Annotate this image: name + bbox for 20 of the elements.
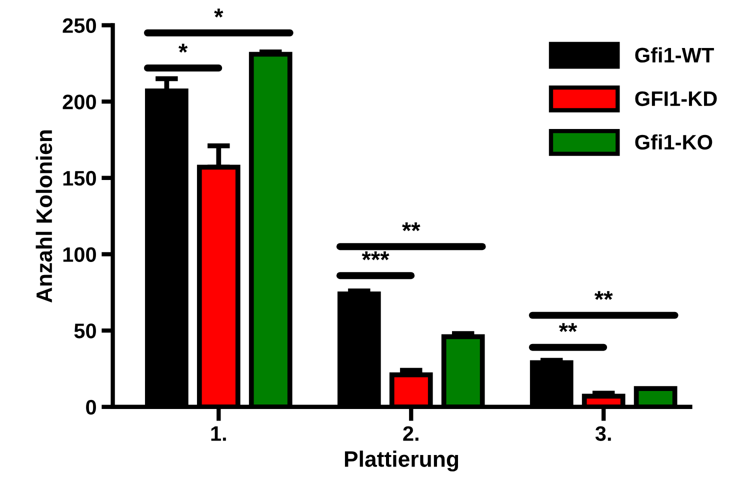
annotation: ** (402, 222, 420, 232)
annotation: *** (362, 251, 390, 260)
y-tick-label: 0 (86, 400, 96, 415)
annotation: ** (558, 323, 578, 332)
y-tick-label: 150 (63, 170, 96, 186)
y-tick-label: 50 (74, 324, 96, 338)
y-tick-label: 250 (62, 18, 96, 33)
legend-label: Gfi1-KO (635, 134, 712, 150)
x-tick-label: 2. (403, 426, 418, 441)
x-axis-title: Plattierung (344, 450, 458, 472)
x-tick-label: 3. (595, 426, 611, 441)
legend-label: GFI1-KD (635, 91, 717, 106)
annotation: ** (594, 291, 613, 300)
y-axis-title: Anzahl Kolonien (36, 130, 52, 303)
x-tick-label: 1. (211, 426, 226, 441)
text: * (214, 8, 224, 18)
y-tick-label: 200 (62, 94, 96, 110)
annotation: * (178, 44, 188, 53)
legend-label: Gfi1-WT (635, 47, 714, 63)
y-tick-label: 100 (63, 247, 96, 262)
